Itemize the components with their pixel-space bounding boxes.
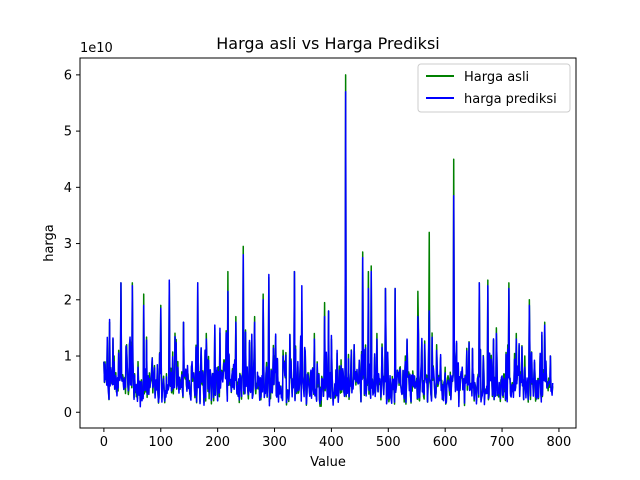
plot-area: [79, 57, 577, 429]
y-axis-label: harga: [42, 224, 57, 262]
x-tick-label: 300: [262, 435, 287, 450]
x-tick-label: 100: [148, 435, 173, 450]
x-tick-label: 200: [205, 435, 230, 450]
legend-box: [417, 63, 571, 113]
x-axis-label: Value: [310, 455, 346, 470]
legend: Harga asli harga prediksi: [417, 63, 571, 113]
series-line-harga-prediksi: [103, 90, 554, 408]
x-tick-label: 500: [376, 435, 401, 450]
y-tick-label: 6: [64, 68, 72, 83]
y-axis: 0 1 2 3 4 5 6: [64, 68, 80, 421]
legend-label-harga-asli: Harga asli: [464, 70, 529, 85]
x-tick-label: 800: [547, 435, 572, 450]
y-tick-label: 1: [64, 350, 72, 365]
x-tick-label: 400: [319, 435, 344, 450]
y-tick-label: 3: [64, 237, 72, 252]
x-tick-label: 600: [433, 435, 458, 450]
y-tick-label: 2: [64, 293, 72, 308]
x-tick-label: 700: [490, 435, 515, 450]
legend-label-harga-prediksi: harga prediksi: [464, 92, 557, 107]
y-tick-label: 0: [64, 406, 72, 421]
axes-frame: [79, 57, 577, 429]
y-tick-label: 5: [64, 125, 72, 140]
y-tick-label: 4: [64, 181, 72, 196]
x-tick-label: 0: [100, 435, 108, 450]
chart-title: Harga asli vs Harga Prediksi: [216, 34, 439, 53]
y-offset-label: 1e10: [80, 41, 113, 56]
x-axis: 0 100 200 300 400 500 600 700 800: [100, 428, 572, 450]
series-layer: [103, 74, 554, 408]
